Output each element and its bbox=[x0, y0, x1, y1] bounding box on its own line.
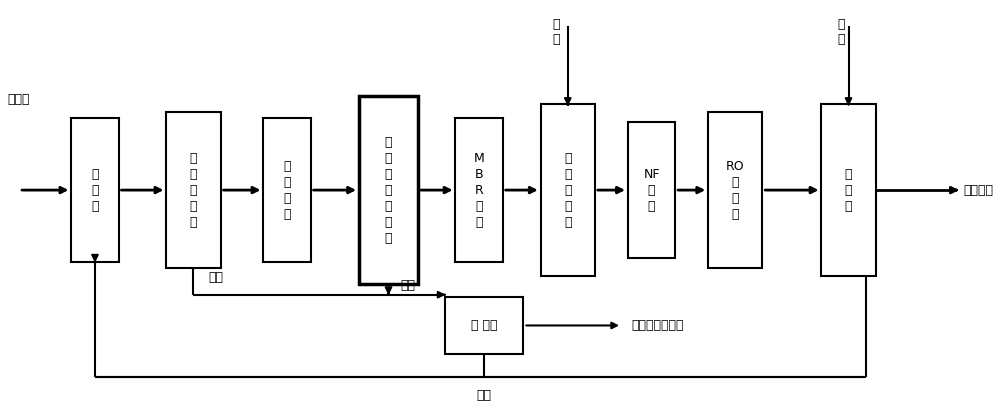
Text: 臭
氧: 臭 氧 bbox=[552, 18, 560, 46]
Bar bbox=[455, 118, 503, 262]
Bar bbox=[359, 96, 418, 285]
Text: 催
化
氧
化
池: 催 化 氧 化 池 bbox=[564, 152, 572, 228]
Text: 高
效
组
合
曝
气
池: 高 效 组 合 曝 气 池 bbox=[385, 135, 392, 244]
Bar bbox=[445, 297, 523, 354]
Text: 压滤、压饼外运: 压滤、压饼外运 bbox=[632, 319, 684, 332]
Bar bbox=[71, 118, 119, 262]
Text: 混
凝
沉
淀
池: 混 凝 沉 淀 池 bbox=[190, 152, 197, 228]
Bar bbox=[541, 104, 595, 276]
Text: 调
节
池: 调 节 池 bbox=[91, 168, 99, 213]
Text: 排泥: 排泥 bbox=[400, 279, 415, 292]
Text: 回流: 回流 bbox=[477, 389, 492, 402]
Text: 达标排放: 达标排放 bbox=[964, 184, 994, 197]
Text: M
B
R
系
统: M B R 系 统 bbox=[474, 152, 485, 228]
Bar bbox=[708, 112, 762, 268]
Text: 排泥: 排泥 bbox=[208, 271, 223, 284]
Text: 渗滤液: 渗滤液 bbox=[8, 93, 30, 106]
Text: NF
纳
滤: NF 纳 滤 bbox=[643, 168, 660, 213]
Text: 消
毒: 消 毒 bbox=[837, 18, 844, 46]
Bar bbox=[263, 118, 311, 262]
Bar bbox=[628, 122, 675, 258]
Text: RO
反
渗
透: RO 反 渗 透 bbox=[726, 159, 745, 221]
Text: 储 泥池: 储 泥池 bbox=[471, 319, 497, 332]
Text: 氨
吹
脱
塔: 氨 吹 脱 塔 bbox=[283, 159, 291, 221]
Text: 清
水
池: 清 水 池 bbox=[845, 168, 852, 213]
Bar bbox=[166, 112, 221, 268]
Bar bbox=[821, 104, 876, 276]
